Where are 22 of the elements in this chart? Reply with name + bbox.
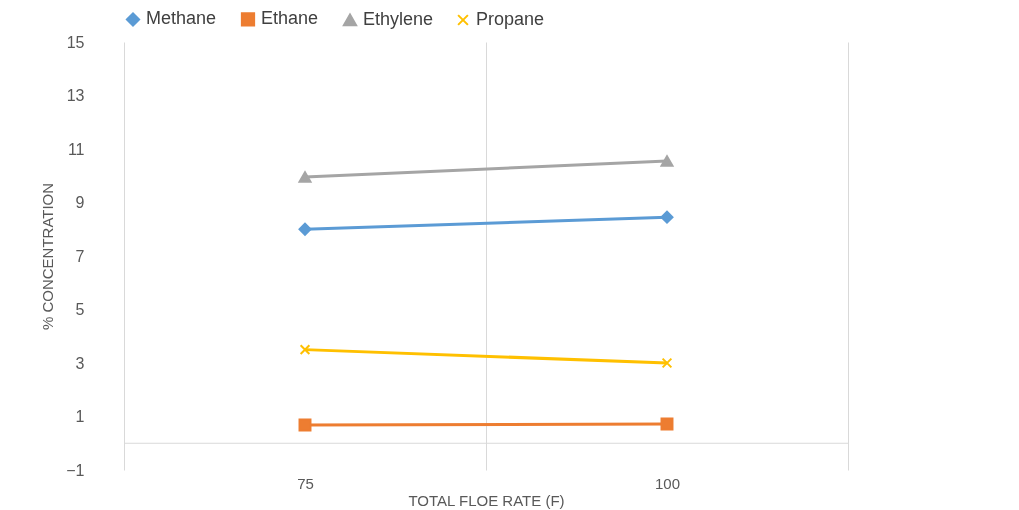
legend-label: Ethylene xyxy=(363,8,434,29)
legend-label: Ethane xyxy=(261,8,319,29)
x-tick-label: 75 xyxy=(297,474,314,492)
y-tick-label: 1 xyxy=(75,408,85,425)
point xyxy=(299,344,311,356)
legend-label: Methane xyxy=(146,8,217,29)
point xyxy=(298,418,312,432)
x-tick-label: 100 xyxy=(654,474,681,492)
y-tick-label: 15 xyxy=(66,33,85,51)
point xyxy=(661,357,673,369)
legend-label: Propane xyxy=(476,9,545,29)
y-tick-label: 7 xyxy=(75,247,85,265)
y-axis-title: % CONCENTRATION xyxy=(39,182,57,331)
x-axis-title: TOTAL FLOE RATE (F) xyxy=(408,491,565,509)
point xyxy=(298,222,312,236)
y-tick-label: −1 xyxy=(66,461,85,479)
y-tick-label: 3 xyxy=(75,354,85,372)
point xyxy=(660,210,674,224)
y-tick-label: 13 xyxy=(66,87,85,104)
y-tick-label: 9 xyxy=(75,194,85,211)
y-tick-label: 11 xyxy=(67,140,85,158)
y-tick-label: 5 xyxy=(75,301,85,318)
